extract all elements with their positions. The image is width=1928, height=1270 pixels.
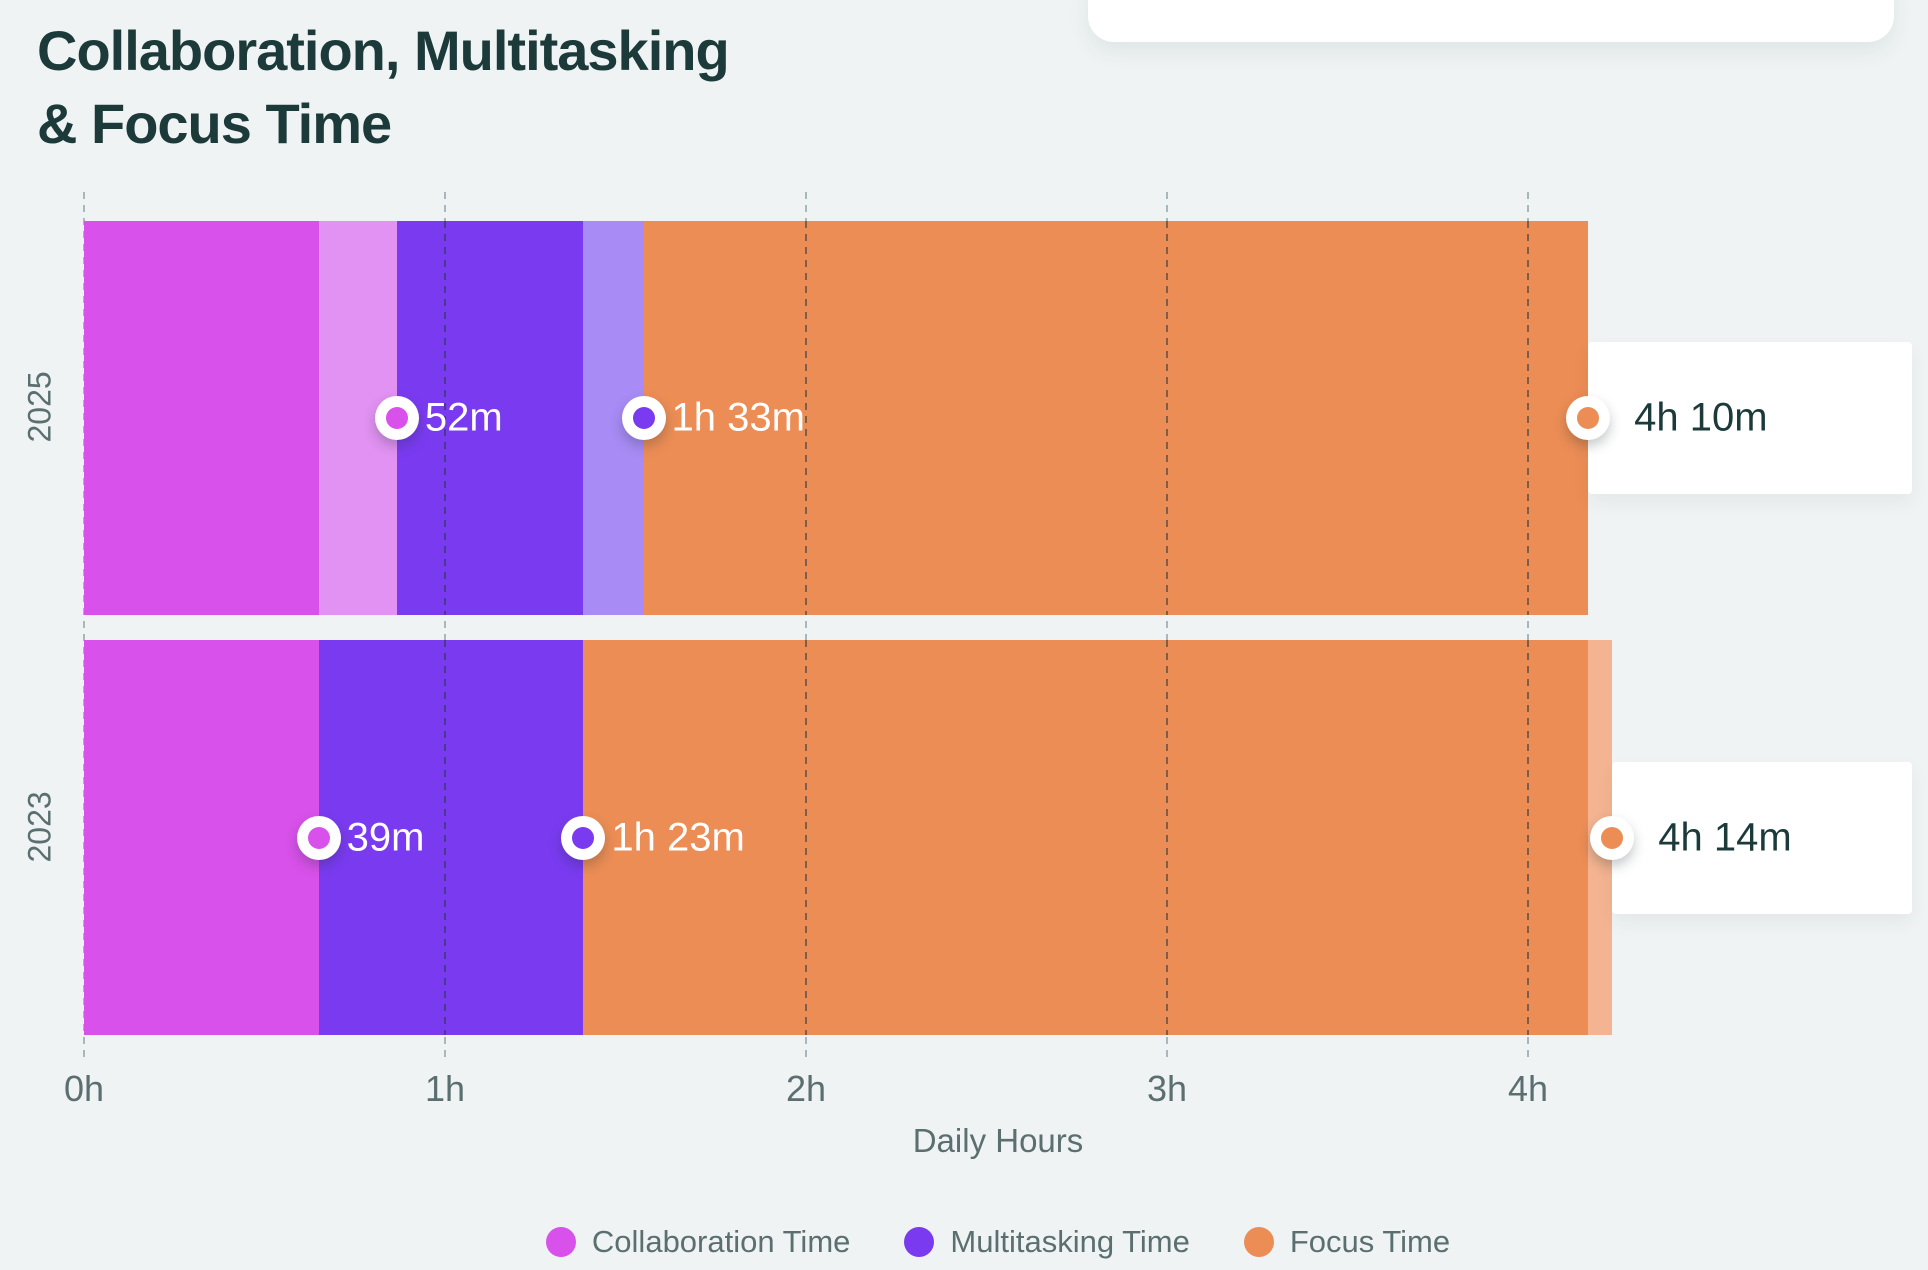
legend: Collaboration Time Multitasking Time Focus… xyxy=(84,1224,1912,1260)
value-label-39m: 39m xyxy=(346,815,425,859)
focus-legend-dot xyxy=(1243,1227,1274,1257)
gridline-4h-overlay xyxy=(1527,221,1529,615)
gridline-1h xyxy=(444,192,446,1060)
value-label-1h-33m: 1h 33m xyxy=(671,395,805,440)
chart-title: Collaboration, Multitasking & Focus Time xyxy=(37,14,730,160)
gridline-4h xyxy=(1527,192,1529,1060)
focus-marker-dot xyxy=(1601,826,1624,849)
legend-item-multitasking[interactable]: Multitasking Time xyxy=(904,1224,1190,1260)
bar-segment-collaboration[interactable] xyxy=(84,640,319,1035)
legend-label-multitasking: Multitasking Time xyxy=(950,1224,1190,1259)
legend-item-focus[interactable]: Focus Time xyxy=(1243,1224,1451,1260)
year-label-2025: 2025 xyxy=(21,371,58,443)
gridline-4h-overlay xyxy=(1527,640,1529,1035)
bar-segment-collaboration[interactable] xyxy=(84,221,319,615)
gridline-2h xyxy=(805,192,807,1060)
bar-row-2025: 2025 52m 1h 33m 4h 10m xyxy=(0,221,1928,615)
collaboration-marker-dot xyxy=(385,407,408,429)
partial-card-top-right xyxy=(1088,0,1894,42)
tick-label-4h: 4h xyxy=(1507,1068,1549,1109)
marker-2023-multitasking[interactable] xyxy=(561,815,606,860)
collaboration-marker-dot xyxy=(307,826,330,849)
chart-title-line-1: Collaboration, Multitasking xyxy=(37,19,730,82)
tick-label-3h: 3h xyxy=(1146,1068,1188,1109)
multitasking-marker-dot xyxy=(632,407,655,429)
gridline-1h-overlay xyxy=(444,640,446,1035)
value-chip-2023 xyxy=(1612,761,1912,914)
bar-segment-focus[interactable] xyxy=(643,221,1589,615)
gridline-2h-overlay xyxy=(805,221,807,615)
x-axis-title: Daily Hours xyxy=(912,1122,1084,1159)
value-chip-2025 xyxy=(1588,342,1912,494)
multitasking-marker-dot xyxy=(572,826,595,849)
value-label-1h-23m: 1h 23m xyxy=(611,815,745,859)
chart-title-line-2: & Focus Time xyxy=(37,92,392,155)
gridline-1h-overlay xyxy=(444,221,446,615)
bar-segment-focus[interactable] xyxy=(583,640,1589,1035)
gridline-0h xyxy=(83,192,85,1060)
value-label-52m: 52m xyxy=(424,395,503,440)
legend-label-collaboration: Collaboration Time xyxy=(591,1224,851,1259)
bar-segment-multitasking[interactable] xyxy=(396,221,584,615)
year-label-2023: 2023 xyxy=(21,790,58,862)
gridline-3h xyxy=(1166,192,1168,1060)
marker-2023-focus[interactable] xyxy=(1590,815,1635,860)
value-label-4h-14m: 4h 14m xyxy=(1658,815,1792,859)
value-label-4h-10m: 4h 10m xyxy=(1634,395,1768,440)
legend-label-focus: Focus Time xyxy=(1289,1224,1451,1259)
marker-2023-collaboration[interactable] xyxy=(296,815,341,860)
multitasking-legend-dot xyxy=(904,1227,935,1257)
bar-2025 xyxy=(84,221,1589,615)
bar-segment-multitasking[interactable] xyxy=(318,640,584,1035)
gridline-2h-overlay xyxy=(805,640,807,1035)
collaboration-legend-dot xyxy=(545,1227,576,1257)
gridline-3h-overlay xyxy=(1166,221,1168,615)
focus-marker-dot xyxy=(1577,407,1600,429)
gridline-3h-overlay xyxy=(1166,640,1168,1035)
tick-label-1h: 1h xyxy=(424,1068,466,1109)
legend-item-collaboration[interactable]: Collaboration Time xyxy=(545,1224,851,1260)
marker-2025-focus[interactable] xyxy=(1566,396,1611,440)
bar-row-2023: 2023 39m 1h 23m 4h 14m xyxy=(0,640,1928,1035)
marker-2025-multitasking[interactable] xyxy=(621,396,666,440)
bar-2023 xyxy=(84,640,1613,1035)
tick-label-0h: 0h xyxy=(63,1068,105,1109)
tick-label-2h: 2h xyxy=(785,1068,827,1109)
marker-2025-collaboration[interactable] xyxy=(374,396,419,440)
